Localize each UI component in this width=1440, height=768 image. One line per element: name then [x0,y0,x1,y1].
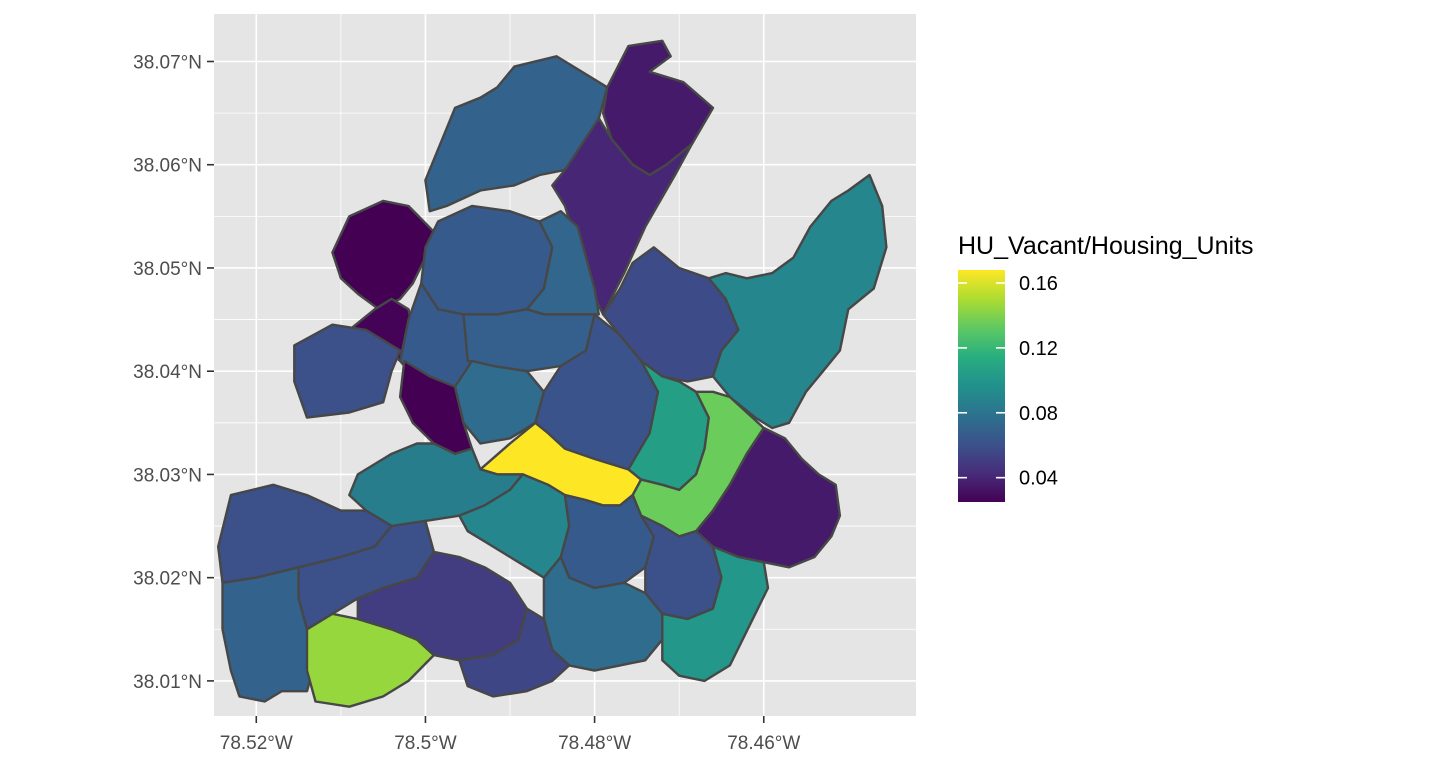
y-tick-label: 38.07°N [133,52,202,73]
tract-center-north [420,204,554,316]
y-tick-label: 38.06°N [133,156,202,177]
tract-northwest-dark [331,199,436,311]
legend-label: 0.16 [1019,273,1058,295]
y-tick-label: 38.02°N [133,569,202,590]
axes: 78.52°W 78.5°W 78.48°W 78.46°W 38.01°N 38.02°… [133,52,800,754]
y-tick-label: 38.04°N [133,362,202,383]
legend: HU_Vacant/Housing_Units 0.04 0.08 0.12 0.16 [958,232,1254,502]
y-tick-label: 38.01°N [133,672,202,693]
tract-north-central [424,55,609,213]
tract-east-large [707,173,888,430]
legend-ticks: 0.04 0.08 0.12 0.16 [958,273,1058,490]
x-tick-label: 78.5°W [394,733,457,754]
y-tick-label: 38.05°N [133,259,202,280]
legend-label: 0.04 [1019,468,1058,490]
legend-label: 0.12 [1019,338,1058,360]
legend-title: HU_Vacant/Housing_Units [958,232,1254,260]
tract-southeast-dark [694,426,842,569]
x-tick-label: 78.48°W [558,733,631,754]
tract-south-bottom-west [458,607,571,698]
x-tick-label: 78.52°W [220,733,293,754]
legend-colorbar [958,270,1005,502]
tract-south-east-teal [661,545,770,683]
y-tick-label: 38.03°N [133,465,202,486]
tracts-layer [216,39,888,708]
tract-green-southwest [305,612,436,708]
x-tick-label: 78.46°W [727,733,800,754]
tract-far-west-block [293,323,402,419]
legend-label: 0.08 [1019,403,1058,425]
